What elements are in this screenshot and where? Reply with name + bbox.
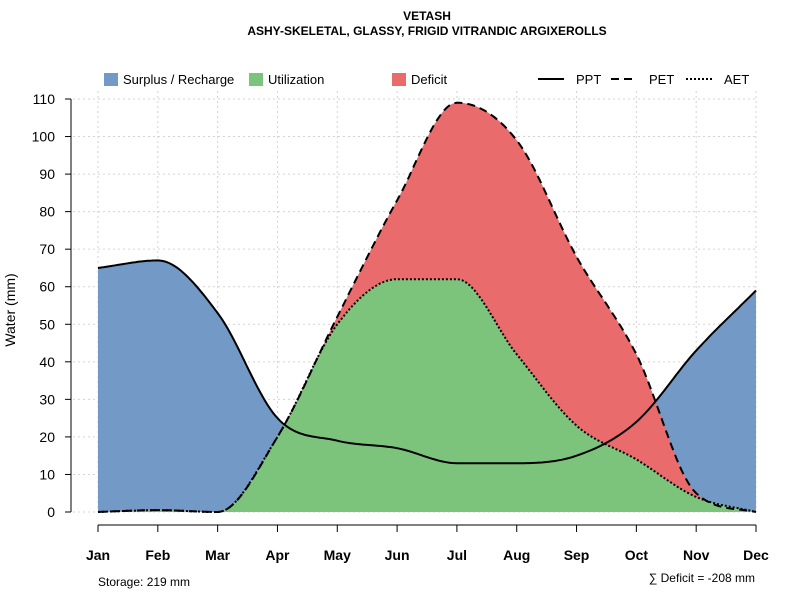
- y-tick-label: 0: [47, 504, 55, 520]
- chart-subtitle: ASHY-SKELETAL, GLASSY, FRIGID VITRANDIC …: [247, 24, 606, 38]
- x-tick-label: Jan: [86, 547, 110, 563]
- x-tick-label: Apr: [265, 547, 290, 563]
- x-tick-label: Dec: [743, 547, 769, 563]
- ppt-line: [97, 259, 757, 465]
- legend-label-aet: AET: [724, 72, 749, 87]
- legend-label-pet: PET: [649, 72, 674, 87]
- y-tick-label: 30: [39, 391, 55, 407]
- legend-label-ppt: PPT: [576, 72, 601, 87]
- y-tick-label: 40: [39, 354, 55, 370]
- deficit-sum-annotation: ∑ Deficit = -208 mm: [649, 571, 755, 585]
- legend-swatch-utilization: [249, 73, 263, 86]
- x-tick-label: Jun: [385, 547, 410, 563]
- legend-label-deficit: Deficit: [411, 72, 448, 87]
- legend-label-surplus-recharge: Surplus / Recharge: [123, 72, 234, 87]
- x-tick-label: Jul: [447, 547, 467, 563]
- y-tick-label: 90: [39, 166, 55, 182]
- storage-annotation: Storage: 219 mm: [98, 575, 190, 589]
- legend-swatch-deficit: [392, 73, 406, 86]
- y-tick-label: 70: [39, 241, 55, 257]
- x-tick-label: Nov: [683, 547, 710, 563]
- x-tick-label: Oct: [625, 547, 649, 563]
- areas: [98, 102, 756, 513]
- x-tick-label: Mar: [205, 547, 230, 563]
- y-tick-label: 80: [39, 204, 55, 220]
- x-tick-label: May: [324, 547, 351, 563]
- series-lines: [97, 101, 757, 513]
- legend-label-utilization: Utilization: [268, 72, 324, 87]
- legend: Surplus / Recharge Utilization Deficit PPT P…: [104, 72, 749, 87]
- utilization-area: [98, 279, 756, 512]
- y-tick-label: 10: [39, 466, 55, 482]
- y-axis-label: Water (mm): [2, 273, 18, 346]
- y-tick-label: 50: [39, 316, 55, 332]
- x-tick-label: Feb: [145, 547, 170, 563]
- y-tick-label: 60: [39, 279, 55, 295]
- y-tick-label: 20: [39, 429, 55, 445]
- x-tick-label: Sep: [564, 547, 590, 563]
- axes: 0 10 20 30 40 50 60 70 80 90 100 110 Jan Feb Mar Apr May…: [32, 91, 769, 563]
- x-tick-label: Aug: [503, 547, 530, 563]
- aet-line: [97, 278, 757, 513]
- chart-title: VETASH: [403, 9, 451, 23]
- y-tick-label: 110: [33, 91, 56, 107]
- y-tick-label: 100: [32, 129, 56, 145]
- legend-swatch-surplus-recharge: [104, 73, 118, 86]
